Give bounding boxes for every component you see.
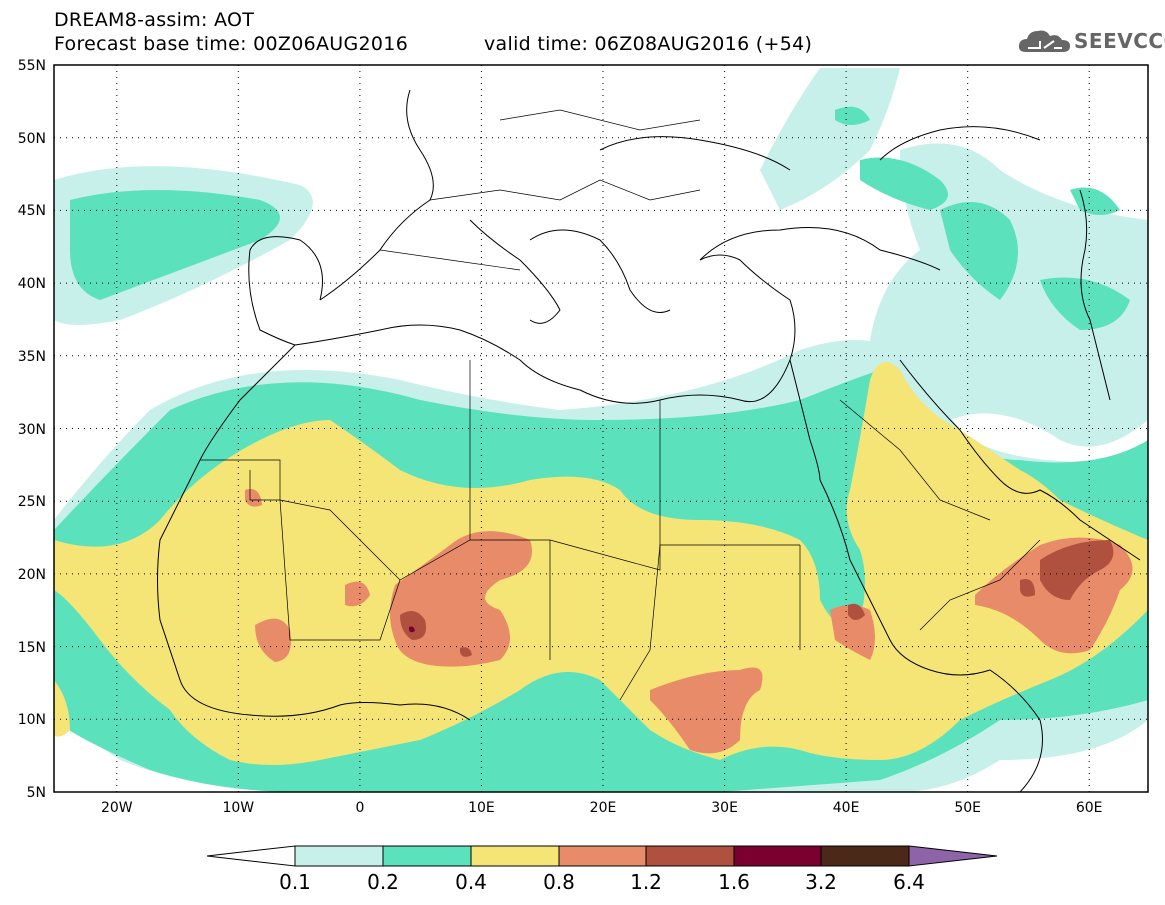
lon-tick-label: 40E xyxy=(833,800,860,816)
colorbar-label: 0.1 xyxy=(279,870,311,894)
colorbar-segment xyxy=(645,845,735,867)
valid-time: valid time: 06Z08AUG2016 (+54) xyxy=(484,33,813,55)
colorbar-segment xyxy=(820,845,910,867)
seevccc-logo: SEEVCCC xyxy=(1018,26,1165,56)
colorbar-segment xyxy=(382,845,472,867)
lon-tick-label: 0 xyxy=(355,800,364,816)
lat-tick-label: 50N xyxy=(18,131,46,147)
aot-level-0.4 xyxy=(54,362,1148,765)
aot-level-1.2 xyxy=(400,540,1114,657)
lat-tick-label: 5N xyxy=(27,785,46,801)
lon-tick-label: 10W xyxy=(222,800,254,816)
colorbar-label: 1.2 xyxy=(630,870,662,894)
colorbar xyxy=(206,845,998,867)
lon-tick-label: 20E xyxy=(590,800,617,816)
lat-axis: 55N 50N 45N 40N 35N 30N 25N 20N 15N 10N … xyxy=(18,58,46,801)
lat-tick-label: 45N xyxy=(18,203,46,219)
colorbar-segment xyxy=(558,845,647,867)
colorbar-label: 0.8 xyxy=(543,870,575,894)
colorbar-label: 6.4 xyxy=(893,870,925,894)
aot-level-0.8 xyxy=(245,489,1133,754)
lat-tick-label: 25N xyxy=(18,494,46,510)
colorbar-label: 3.2 xyxy=(805,870,837,894)
colorbar-upper-arrow xyxy=(908,845,998,867)
colorbar-label: 0.4 xyxy=(455,870,487,894)
lon-tick-label: 50E xyxy=(954,800,981,816)
lon-tick-label: 30E xyxy=(711,800,738,816)
aot-field xyxy=(54,68,1148,792)
lat-tick-label: 35N xyxy=(18,349,46,365)
lat-tick-label: 55N xyxy=(18,58,46,74)
colorbar-segment xyxy=(470,845,560,867)
forecast-base-time: Forecast base time: 00Z06AUG2016 xyxy=(54,33,409,55)
lon-tick-label: 10E xyxy=(468,800,495,816)
lat-tick-label: 15N xyxy=(18,640,46,656)
colorbar-label: 1.6 xyxy=(718,870,750,894)
lon-tick-label: 60E xyxy=(1076,800,1103,816)
lat-gridlines xyxy=(54,137,1148,720)
lat-tick-label: 10N xyxy=(18,712,46,728)
colorbar-label: 0.2 xyxy=(367,870,399,894)
lon-axis: 20W 10W 0 10E 20E 30E 40E 50E 60E xyxy=(101,800,1103,816)
country-borders xyxy=(200,109,1041,701)
colorbar-lower-arrow xyxy=(206,845,296,867)
lon-tick-label: 20W xyxy=(101,800,133,816)
lat-tick-label: 40N xyxy=(18,276,46,292)
coastlines xyxy=(157,89,1141,792)
colorbar-segment xyxy=(733,845,822,867)
lat-tick-label: 20N xyxy=(18,567,46,583)
logo-text: SEEVCCC xyxy=(1074,29,1165,53)
cloud-icon xyxy=(1018,30,1070,52)
map-title: DREAM8-assim: AOT xyxy=(54,9,255,31)
colorbar-segment xyxy=(294,845,384,867)
lat-tick-label: 30N xyxy=(18,422,46,438)
aot-level-1.6 xyxy=(409,626,415,633)
map-frame xyxy=(53,64,1149,793)
